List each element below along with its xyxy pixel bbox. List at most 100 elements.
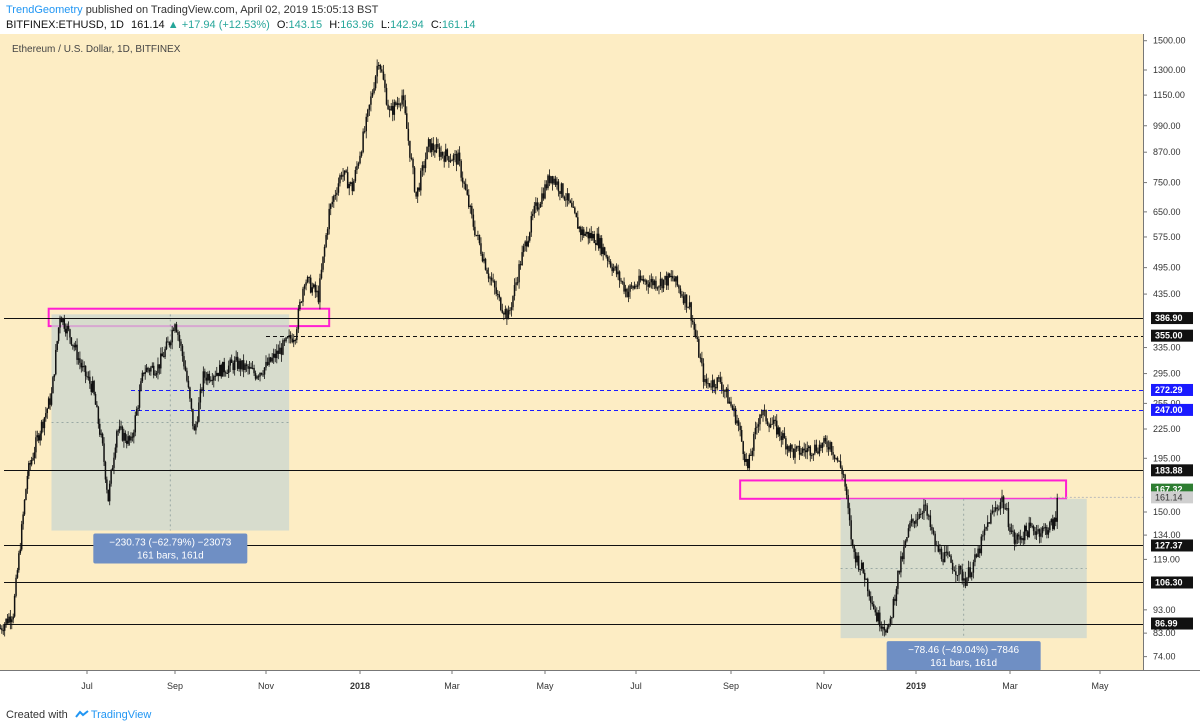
candle-body bbox=[794, 448, 796, 458]
candle-body bbox=[337, 183, 340, 193]
x-tick-label: 2018 bbox=[350, 681, 370, 691]
candle-body bbox=[489, 277, 491, 279]
candle-body bbox=[192, 408, 194, 427]
candle-body bbox=[943, 552, 946, 563]
candle-body bbox=[748, 454, 751, 469]
candle-body bbox=[986, 522, 989, 527]
candle-body bbox=[617, 271, 619, 275]
candle-body bbox=[334, 194, 337, 196]
candle-body bbox=[346, 172, 349, 189]
candle-body bbox=[393, 102, 396, 115]
candle-body bbox=[233, 360, 236, 371]
candle-body bbox=[379, 64, 382, 70]
candle-body bbox=[1013, 531, 1016, 544]
candle-body bbox=[727, 388, 729, 404]
candle-body bbox=[239, 360, 242, 370]
candle-body bbox=[785, 438, 787, 450]
author-link[interactable]: TrendGeometry bbox=[6, 4, 83, 16]
candle-body bbox=[434, 150, 436, 153]
candle-body bbox=[377, 64, 380, 66]
candle-body bbox=[62, 318, 64, 323]
candle-body bbox=[1021, 538, 1023, 540]
candle-body bbox=[820, 444, 822, 449]
candle-body bbox=[515, 282, 517, 286]
candle-body bbox=[424, 159, 427, 169]
price-chart[interactable]: −230.73 (−62.79%) −23073 161 bars, 161d −7… bbox=[0, 34, 1200, 704]
candle-body bbox=[154, 374, 156, 376]
candle-body bbox=[978, 548, 981, 554]
publish-info: TrendGeometry published on TradingView.c… bbox=[6, 4, 378, 16]
candle-body bbox=[74, 344, 77, 348]
candle-body bbox=[823, 438, 825, 443]
y-tick-label: 870.00 bbox=[1153, 147, 1181, 157]
candle-body bbox=[46, 408, 49, 414]
candle-body bbox=[539, 203, 542, 208]
price-axis[interactable]: 1500.00 1300.00 1150.00 990.00 870.00 750.00 6… bbox=[1143, 34, 1200, 704]
candle-body bbox=[236, 356, 239, 369]
candle-body bbox=[848, 508, 851, 521]
candle-body bbox=[800, 452, 802, 455]
candle-body bbox=[1019, 536, 1022, 540]
candle-body bbox=[909, 522, 911, 529]
candle-body bbox=[360, 152, 363, 156]
y-tick-label: 435.00 bbox=[1153, 289, 1181, 299]
candle-body bbox=[996, 507, 999, 509]
candle-body bbox=[13, 595, 16, 617]
candle-body bbox=[611, 266, 613, 272]
candle-body bbox=[39, 433, 41, 441]
candle-body bbox=[668, 273, 671, 278]
candle-body bbox=[510, 307, 513, 310]
candle-body bbox=[374, 76, 377, 89]
candle-body bbox=[81, 366, 84, 368]
candle-body bbox=[280, 347, 283, 355]
candle-body bbox=[311, 287, 313, 293]
candle-body bbox=[241, 360, 243, 370]
candle-body bbox=[396, 103, 399, 105]
candle-body bbox=[645, 280, 648, 285]
candle-body bbox=[274, 353, 276, 359]
candle-body bbox=[1004, 508, 1006, 510]
candle-body bbox=[733, 408, 735, 410]
candle-body bbox=[572, 206, 575, 208]
candle-body bbox=[272, 353, 275, 358]
candle-body bbox=[883, 627, 886, 631]
candle-body bbox=[55, 349, 57, 375]
candle-body bbox=[202, 371, 205, 391]
candle-body bbox=[664, 276, 666, 280]
candle-body bbox=[638, 275, 640, 286]
time-axis[interactable]: Jul Sep Nov 2018 Mar May Jul Sep Nov 2019 Mar May bbox=[0, 670, 1200, 704]
candle-body bbox=[282, 340, 284, 355]
candle-body bbox=[547, 175, 549, 189]
candle-body bbox=[915, 520, 917, 524]
candle-body bbox=[935, 545, 938, 547]
candle-body bbox=[892, 598, 895, 618]
candle-body bbox=[449, 160, 452, 162]
candle-body bbox=[512, 296, 514, 308]
candle-body bbox=[158, 364, 161, 369]
candle-body bbox=[181, 345, 184, 357]
candle-body bbox=[205, 377, 208, 381]
level-price-label: 247.00 bbox=[1155, 405, 1183, 415]
y-tick-label: 134.00 bbox=[1153, 530, 1181, 540]
candle-body bbox=[223, 361, 225, 373]
candle-body bbox=[644, 280, 646, 282]
candle-body bbox=[682, 296, 685, 304]
candle-body bbox=[589, 232, 591, 239]
candle-body bbox=[277, 350, 280, 354]
chart-title: Ethereum / U.S. Dollar, 1D, BITFINEX bbox=[12, 44, 181, 55]
level-price-tag bbox=[1151, 617, 1193, 630]
tradingview-link[interactable]: TradingView bbox=[90, 709, 152, 721]
candle-body bbox=[913, 521, 916, 524]
change-value: +17.94 (+12.53%) bbox=[181, 19, 270, 31]
candle-body bbox=[29, 463, 31, 465]
candle-body bbox=[653, 280, 656, 286]
candle-body bbox=[410, 157, 413, 160]
measure-label-line2-1: 161 bars, 161d bbox=[137, 551, 204, 562]
candle-body bbox=[504, 309, 507, 315]
candle-body bbox=[612, 268, 615, 272]
candle-body bbox=[566, 193, 569, 200]
candle-body bbox=[22, 514, 24, 525]
candle-body bbox=[160, 353, 162, 369]
candle-body bbox=[121, 426, 124, 441]
candle-body bbox=[937, 545, 940, 552]
